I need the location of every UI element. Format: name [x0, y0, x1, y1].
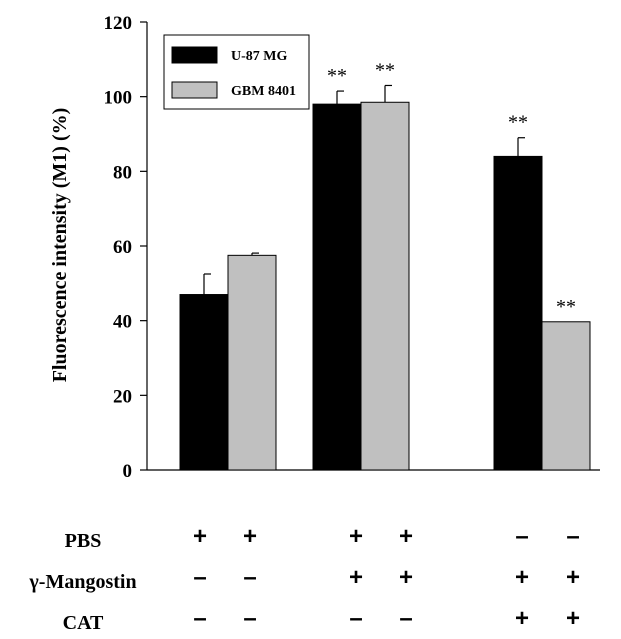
- bar: [360, 101, 410, 471]
- y-tick-label: 120: [104, 13, 133, 34]
- condition-sign: –: [193, 605, 206, 632]
- y-axis-label: Fluorescence intensity (M1) (%): [49, 108, 71, 383]
- bars: [179, 101, 591, 471]
- legend-label: U-87 MG: [231, 49, 287, 64]
- legend: U-87 MG GBM 8401: [163, 34, 310, 110]
- significance-labels: ** ** ** **: [327, 59, 576, 317]
- condition-sign: +: [566, 605, 580, 632]
- condition-sign: –: [515, 523, 528, 550]
- condition-sign: +: [399, 523, 413, 550]
- legend-swatch: [171, 46, 218, 64]
- condition-sign: –: [193, 564, 206, 591]
- condition-sign: +: [349, 564, 363, 591]
- bar: [227, 254, 277, 471]
- significance-label: **: [508, 112, 528, 134]
- legend-label: GBM 8401: [231, 84, 296, 99]
- significance-label: **: [375, 59, 395, 81]
- condition-label: CAT: [63, 612, 104, 634]
- condition-sign: –: [243, 605, 256, 632]
- condition-table: PBS + + + + – – γ-Mangostin – – + + + + CAT – – – – + +: [28, 523, 580, 634]
- condition-sign: +: [193, 523, 207, 550]
- y-tick-label: 0: [123, 461, 133, 482]
- y-tick-label: 100: [104, 88, 133, 109]
- condition-sign: +: [243, 523, 257, 550]
- y-ticks: 0 20 40 60 80 100 120: [104, 13, 147, 482]
- condition-sign: +: [566, 564, 580, 591]
- condition-label: PBS: [65, 530, 102, 552]
- significance-label: **: [327, 65, 347, 87]
- y-tick-label: 60: [113, 237, 132, 258]
- y-tick-label: 40: [113, 312, 132, 333]
- bar: [312, 103, 362, 471]
- condition-sign: –: [243, 564, 256, 591]
- bar: [179, 294, 229, 471]
- legend-swatch: [171, 81, 218, 99]
- condition-sign: –: [399, 605, 412, 632]
- condition-sign: –: [349, 605, 362, 632]
- condition-sign: +: [515, 605, 529, 632]
- error-bars: [203, 84, 525, 295]
- y-axis-label-group: Fluorescence intensity (M1) (%): [49, 108, 71, 383]
- bar: [541, 321, 591, 471]
- bar: [493, 155, 543, 471]
- y-tick-label: 80: [113, 162, 132, 183]
- significance-label: **: [556, 296, 576, 318]
- condition-sign: +: [515, 564, 529, 591]
- condition-sign: –: [566, 523, 579, 550]
- y-tick-label: 20: [113, 386, 132, 407]
- condition-sign: +: [349, 523, 363, 550]
- condition-label: γ-Mangostin: [28, 571, 136, 593]
- condition-sign: +: [399, 564, 413, 591]
